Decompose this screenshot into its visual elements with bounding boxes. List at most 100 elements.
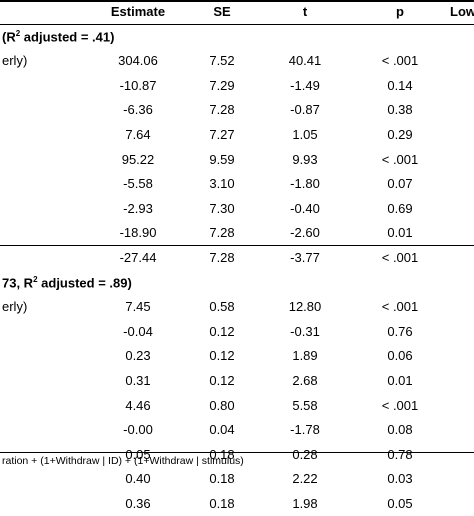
- se-cell: 0.18: [209, 446, 235, 462]
- header-se: SE: [213, 4, 231, 19]
- table-row: -5.58 3.10 -1.80 0.07: [0, 172, 474, 197]
- se-cell: 0.12: [209, 323, 235, 339]
- t-cell: -0.40: [290, 200, 320, 216]
- table-row: -0.00 0.04 -1.78 0.08: [0, 418, 474, 443]
- estimate-cell: 95.22: [121, 151, 155, 167]
- row-label: erly): [2, 53, 28, 69]
- section-2-title: 73, R2 adjusted = .89): [0, 271, 474, 296]
- t-cell: 1.98: [292, 495, 318, 511]
- header-p: p: [396, 4, 404, 19]
- t-cell: 1.89: [292, 348, 318, 364]
- bottom-rule: [0, 452, 474, 453]
- p-cell: 0.01: [387, 372, 413, 388]
- t-cell: -1.49: [290, 77, 320, 93]
- section-2-title-text: 73, R2 adjusted = .89): [2, 274, 132, 290]
- t-cell: -1.80: [290, 176, 320, 192]
- estimate-cell: 7.64: [125, 126, 151, 142]
- model-formula-footnote: ration + (1+Withdraw | ID) + (1+Withdraw…: [2, 455, 244, 467]
- se-cell: 7.27: [209, 126, 235, 142]
- table-row: 4.46 0.80 5.58 < .001: [0, 394, 474, 419]
- p-cell: 0.69: [387, 200, 413, 216]
- se-cell: 0.58: [209, 299, 235, 315]
- p-cell: 0.07: [387, 176, 413, 192]
- table-row: 0.23 0.12 1.89 0.06: [0, 344, 474, 369]
- t-cell: -1.78: [290, 422, 320, 438]
- estimate-cell: 4.46: [125, 397, 151, 413]
- t-cell: -3.77: [290, 249, 320, 265]
- p-cell: 0.29: [387, 126, 413, 142]
- se-cell: 0.18: [209, 495, 235, 511]
- se-cell: 0.80: [209, 397, 235, 413]
- table-row: 0.31 0.12 2.68 0.01: [0, 369, 474, 394]
- section-2-rows: erly) 7.45 0.58 12.80 < .001 -0.04 0.12 -0.31 0.…: [0, 295, 474, 516]
- row-label: erly): [2, 299, 28, 315]
- p-cell: 0.76: [387, 323, 413, 339]
- p-cell: < .001: [381, 53, 419, 69]
- table-row: -10.87 7.29 -1.49 0.14: [0, 74, 474, 99]
- table-row: -18.90 7.28 -2.60 0.01: [0, 221, 474, 246]
- t-cell: 5.58: [292, 397, 318, 413]
- p-cell: < .001: [381, 249, 419, 265]
- se-cell: 0.04: [209, 422, 235, 438]
- estimate-cell: 0.31: [125, 372, 151, 388]
- se-cell: 7.52: [209, 53, 235, 69]
- header-rule: [0, 24, 474, 25]
- t-cell: 1.05: [292, 126, 318, 142]
- se-cell: 7.30: [209, 200, 235, 216]
- estimate-cell: -10.87: [119, 77, 157, 93]
- section-rule: [0, 245, 474, 246]
- section-1-rows: erly) 304.06 7.52 40.41 < .001 -10.87 7.29 -1.4…: [0, 49, 474, 270]
- p-cell: 0.01: [387, 225, 413, 241]
- estimate-cell: -5.58: [123, 176, 153, 192]
- se-cell: 9.59: [209, 151, 235, 167]
- table-row: 0.05 0.18 0.28 0.78: [0, 443, 474, 468]
- estimate-cell: 304.06: [118, 53, 158, 69]
- header-lower: Low: [450, 4, 474, 19]
- table-row: -0.04 0.12 -0.31 0.76: [0, 320, 474, 345]
- section-1-title: (R2 adjusted = .41): [0, 25, 474, 50]
- estimate-cell: 0.05: [125, 446, 151, 462]
- t-cell: -0.31: [290, 323, 320, 339]
- se-cell: 3.10: [209, 176, 235, 192]
- se-cell: 0.12: [209, 348, 235, 364]
- table-row: 95.22 9.59 9.93 < .001: [0, 148, 474, 173]
- p-cell: 0.08: [387, 422, 413, 438]
- estimate-cell: -0.00: [123, 422, 153, 438]
- estimate-cell: -27.44: [119, 249, 157, 265]
- header-t: t: [302, 4, 308, 19]
- table-row: erly) 7.45 0.58 12.80 < .001: [0, 295, 474, 320]
- t-cell: 40.41: [288, 53, 322, 69]
- estimate-cell: -6.36: [123, 102, 153, 118]
- table-row: 0.40 0.18 2.22 0.03: [0, 467, 474, 492]
- header-estimate: Estimate: [110, 4, 166, 19]
- t-cell: 0.28: [292, 446, 318, 462]
- se-cell: 7.29: [209, 77, 235, 93]
- estimate-cell: 7.45: [125, 299, 151, 315]
- t-cell: 2.68: [292, 372, 318, 388]
- t-cell: 12.80: [288, 299, 322, 315]
- header-row: Estimate SE t p Low: [0, 0, 474, 25]
- p-cell: 0.78: [387, 446, 413, 462]
- se-cell: 7.28: [209, 225, 235, 241]
- p-cell: 0.38: [387, 102, 413, 118]
- table-row: -6.36 7.28 -0.87 0.38: [0, 98, 474, 123]
- table-row: 0.36 0.18 1.98 0.05: [0, 492, 474, 516]
- p-cell: < .001: [381, 299, 419, 315]
- section-1-title-text: (R2 adjusted = .41): [2, 28, 115, 44]
- p-cell: 0.14: [387, 77, 413, 93]
- table-row: erly) 304.06 7.52 40.41 < .001: [0, 49, 474, 74]
- p-cell: < .001: [381, 151, 419, 167]
- estimate-cell: 0.36: [125, 495, 151, 511]
- t-cell: 9.93: [292, 151, 318, 167]
- estimate-cell: -2.93: [123, 200, 153, 216]
- estimate-cell: -0.04: [123, 323, 153, 339]
- p-cell: 0.06: [387, 348, 413, 364]
- estimate-cell: -18.90: [119, 225, 157, 241]
- estimate-cell: 0.23: [125, 348, 151, 364]
- t-cell: -0.87: [290, 102, 320, 118]
- se-cell: 7.28: [209, 249, 235, 265]
- p-cell: 0.05: [387, 495, 413, 511]
- table-row: 7.64 7.27 1.05 0.29: [0, 123, 474, 148]
- p-cell: < .001: [381, 397, 419, 413]
